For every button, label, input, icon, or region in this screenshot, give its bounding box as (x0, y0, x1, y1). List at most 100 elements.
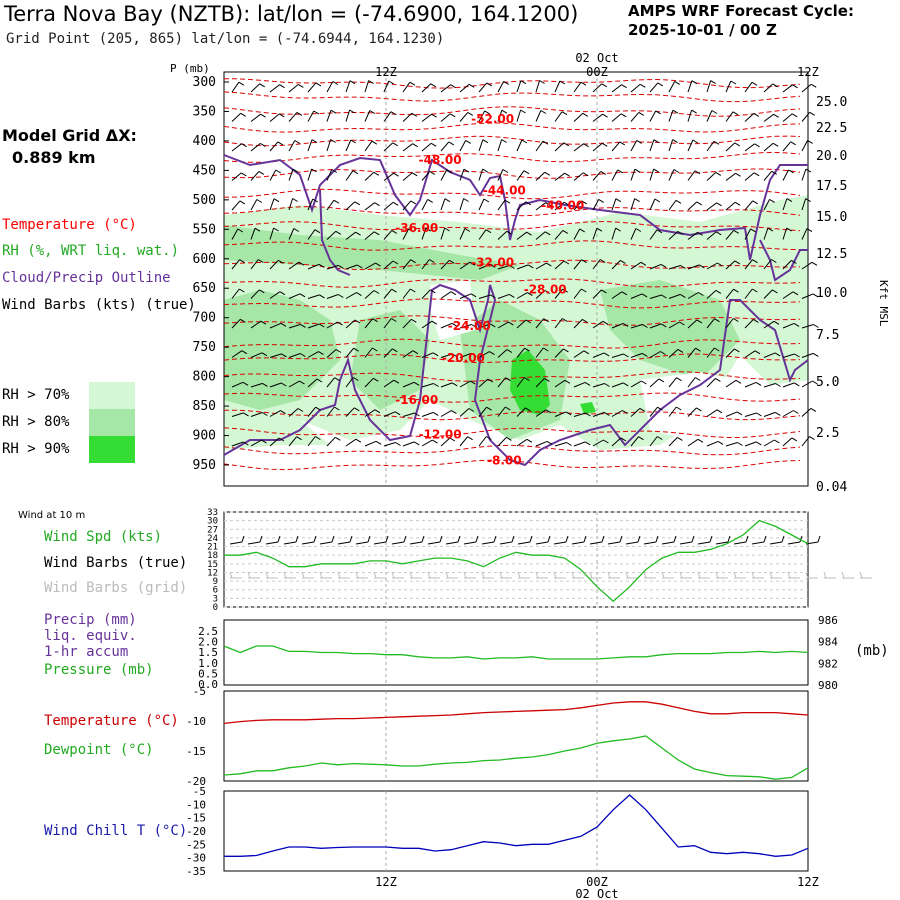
wind-barb (364, 440, 377, 447)
wind-barb (478, 168, 484, 181)
wind-barb-flag (414, 412, 420, 417)
wind-barb (611, 113, 622, 122)
wind-panel-frame (223, 511, 809, 608)
legend-precip-liq: liq. equiv. (44, 628, 137, 644)
barb-true-flag (385, 535, 389, 543)
wind-barb-flag (677, 230, 684, 235)
wind-barb-flag (296, 436, 302, 441)
wind-barb (326, 199, 335, 211)
wind10m-label: Wind at 10 m (18, 510, 86, 521)
barb-grid-flag (607, 571, 611, 579)
wind-barb-flag (311, 139, 318, 144)
wind-barb (326, 169, 333, 181)
wind-barb (744, 143, 755, 152)
wind-barb (611, 169, 619, 181)
temperature-label: -24.00 (448, 319, 491, 333)
wind-barb-flag (299, 293, 306, 298)
time-tick-bottom: 00Z (586, 875, 608, 889)
wind-barb-flag (463, 198, 469, 202)
wind-barb (554, 172, 565, 181)
wind-barb (611, 291, 623, 299)
wind-barb-flag (375, 262, 381, 267)
wind-barb-flag (623, 382, 629, 387)
wind-barb (402, 288, 411, 299)
wind-barb (440, 291, 452, 299)
wind-barb-flag (715, 171, 722, 176)
wind-barb (231, 288, 240, 299)
wind-barb-flag (680, 293, 686, 298)
wind-barb (288, 323, 301, 329)
wind-barb-flag (657, 406, 663, 411)
wind-barb (687, 438, 699, 447)
wind-barb (231, 143, 242, 152)
time-tick-top: 12Z (797, 65, 819, 79)
barb-true (481, 541, 495, 545)
wind-barb (516, 264, 529, 270)
wind-barb-flag (357, 264, 363, 269)
wind-barb (782, 437, 793, 447)
barb-true-flag (259, 535, 263, 543)
temperature-contour (223, 338, 801, 349)
wind-barb (649, 263, 662, 270)
wind-barb (402, 441, 415, 447)
wind-barb-flag (639, 407, 646, 412)
wind-barb-flag (524, 347, 530, 352)
wind-barb-flag (809, 111, 815, 116)
wind-barb-flag (241, 350, 248, 355)
wind-barb (554, 348, 564, 358)
wind-barb (421, 383, 434, 388)
wind-barb-flag (355, 231, 361, 236)
legend-precip-accum: 1-hr accum (44, 644, 129, 660)
wind-barb (649, 351, 661, 358)
wind-barb (725, 379, 737, 388)
wind-barb-flag (716, 409, 723, 414)
wind-barb-flag (734, 201, 741, 206)
temperature-contour (223, 353, 801, 364)
wind-barb (478, 110, 486, 122)
wind-barb (763, 411, 776, 417)
wind-barb-flag (261, 439, 267, 444)
wind-barb (440, 382, 453, 388)
wind-barb (269, 113, 280, 122)
wind-barb (364, 290, 375, 299)
wind-barb (706, 262, 718, 270)
wind-barb (231, 259, 240, 270)
temp-ytick: -15 (186, 745, 206, 758)
wind-barb (649, 82, 659, 93)
wind-barb (782, 227, 788, 240)
wind-barb (459, 293, 472, 299)
barb-grid-flag (409, 571, 413, 579)
wind-barb (725, 411, 738, 417)
barb-true (535, 541, 549, 545)
wind-barb-flag (526, 231, 532, 236)
wind-barb-flag (352, 170, 359, 175)
wind-barb (630, 83, 641, 93)
wind-barb-flag (527, 292, 533, 297)
wind-ytick: 33 (207, 508, 218, 518)
pressure-tick: 750 (193, 340, 216, 355)
wind-barb (535, 378, 545, 388)
wind-barb-flag (464, 228, 471, 232)
wind-barb (706, 202, 717, 211)
wind-barb (478, 294, 491, 299)
wind-barb-flag (601, 83, 608, 88)
wind-barb-flag (621, 84, 627, 89)
wind-barb (611, 84, 622, 93)
wind-barb (440, 198, 446, 211)
wind-barb (307, 406, 316, 417)
wind-barb (725, 229, 735, 240)
wind-barb (592, 83, 603, 93)
wind-barb (345, 170, 354, 181)
wind-barb-flag (653, 168, 659, 173)
barb-true (409, 541, 423, 545)
wind-barb (364, 262, 376, 270)
wind-barb-flag (672, 109, 679, 114)
wind-barb (725, 201, 736, 211)
wind-barb-flag (410, 259, 416, 264)
date-label-bottom: 02 Oct (575, 887, 618, 900)
wind-barb-flag (298, 261, 305, 266)
wind-barb (250, 228, 256, 240)
barb-true (301, 541, 315, 545)
wind-barb-flag (753, 318, 759, 323)
wind-barb-flag (258, 170, 265, 175)
